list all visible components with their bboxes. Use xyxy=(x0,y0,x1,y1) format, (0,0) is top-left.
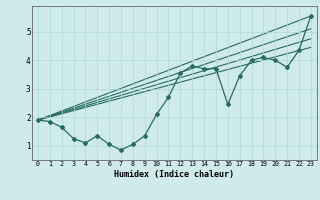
X-axis label: Humidex (Indice chaleur): Humidex (Indice chaleur) xyxy=(115,170,234,179)
